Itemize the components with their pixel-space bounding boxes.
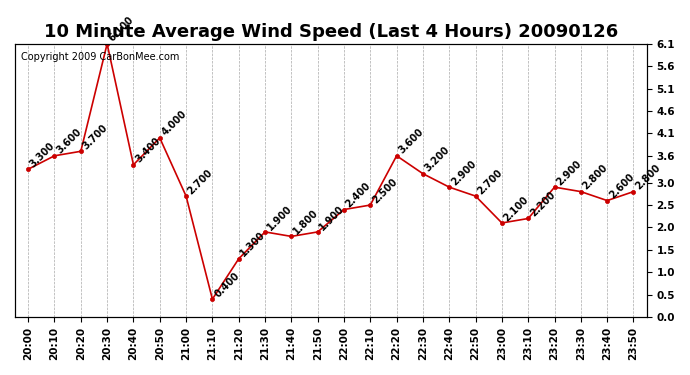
- Text: 2.400: 2.400: [344, 181, 373, 210]
- Text: 2.800: 2.800: [581, 163, 610, 192]
- Text: 1.900: 1.900: [317, 203, 346, 232]
- Text: 3.200: 3.200: [423, 145, 452, 174]
- Text: 2.500: 2.500: [371, 176, 399, 205]
- Text: 2.200: 2.200: [529, 190, 557, 219]
- Text: 2.900: 2.900: [555, 158, 583, 187]
- Text: 3.700: 3.700: [81, 123, 110, 151]
- Text: 4.000: 4.000: [160, 109, 188, 138]
- Text: 2.700: 2.700: [475, 167, 504, 196]
- Title: 10 Minute Average Wind Speed (Last 4 Hours) 20090126: 10 Minute Average Wind Speed (Last 4 Hou…: [43, 23, 618, 41]
- Text: 1.900: 1.900: [265, 203, 294, 232]
- Text: 2.100: 2.100: [502, 194, 531, 223]
- Text: 2.600: 2.600: [607, 172, 636, 201]
- Text: 1.300: 1.300: [239, 230, 268, 259]
- Text: Copyright 2009 CarBonMee.com: Copyright 2009 CarBonMee.com: [21, 52, 179, 62]
- Text: 1.800: 1.800: [291, 207, 320, 236]
- Text: 3.600: 3.600: [55, 127, 83, 156]
- Text: 2.900: 2.900: [449, 158, 478, 187]
- Text: 3.400: 3.400: [133, 136, 162, 165]
- Text: 3.300: 3.300: [28, 140, 57, 169]
- Text: 6.100: 6.100: [107, 15, 136, 44]
- Text: 0.400: 0.400: [213, 270, 242, 299]
- Text: 3.600: 3.600: [397, 127, 426, 156]
- Text: 2.700: 2.700: [186, 167, 215, 196]
- Text: 2.800: 2.800: [633, 163, 662, 192]
